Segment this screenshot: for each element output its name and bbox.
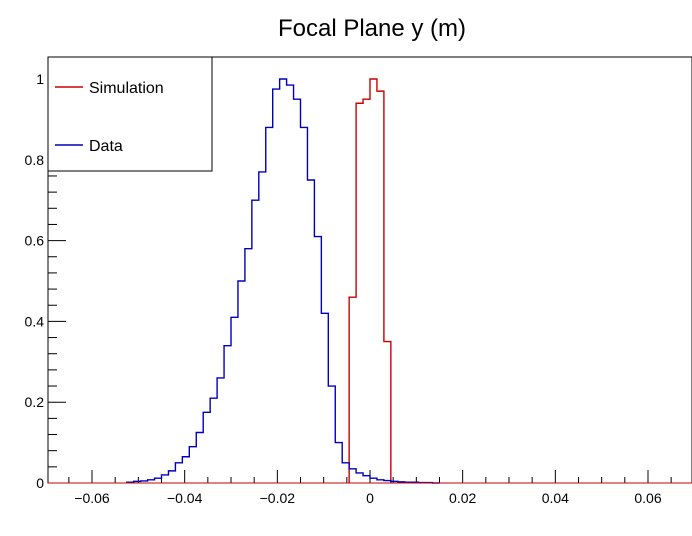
x-tick-label: 0 xyxy=(366,490,374,506)
y-tick-label: 0.2 xyxy=(25,394,45,410)
y-tick-label: 1 xyxy=(36,71,44,87)
legend-label-simulation: Simulation xyxy=(89,80,164,97)
legend-label-data: Data xyxy=(89,138,123,155)
x-tick-label: −0.02 xyxy=(260,490,296,506)
series-line-simulation xyxy=(348,78,392,483)
y-tick-label: 0.6 xyxy=(25,233,45,249)
series-layer xyxy=(48,78,692,484)
legend: Simulation Data xyxy=(47,56,213,172)
y-tick-label: 0.8 xyxy=(25,152,45,168)
x-tick-label: −0.04 xyxy=(167,490,203,506)
x-tick-label: 0.02 xyxy=(449,490,476,506)
legend-box xyxy=(47,56,213,172)
series-line-data xyxy=(126,78,440,484)
y-tick-label: 0 xyxy=(36,475,44,491)
x-tick-label: 0.04 xyxy=(542,490,569,506)
x-tick-label: 0.06 xyxy=(634,490,661,506)
y-tick-label: 0.4 xyxy=(25,313,45,329)
x-tick-label: −0.06 xyxy=(74,490,110,506)
x-axis: −0.06 −0.04 −0.02 0 0.02 0.04 0.06 xyxy=(68,470,672,506)
chart-title: Focal Plane y (m) xyxy=(278,15,466,42)
